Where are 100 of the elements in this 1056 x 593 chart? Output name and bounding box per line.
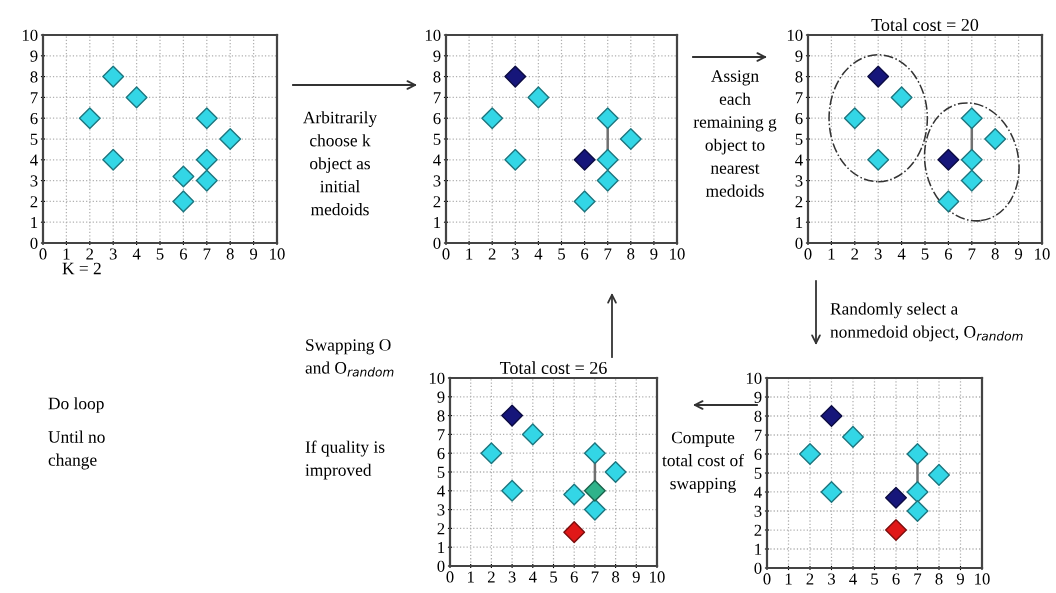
y-tick-label: 10	[787, 29, 803, 41]
point	[195, 169, 218, 192]
y-tick-label: 8	[30, 71, 38, 83]
point	[906, 481, 929, 503]
x-tick-label: 2	[86, 248, 94, 260]
y-tick-label: 9	[433, 50, 441, 62]
y-tick-label: 6	[433, 112, 441, 125]
x-tick-label: 10	[670, 248, 685, 260]
y-tick-label: 1	[438, 541, 445, 553]
y-tick-label: 5	[30, 133, 38, 145]
x-tick-label: 8	[991, 248, 999, 260]
text: Compute total cost of swapping	[662, 431, 744, 493]
y-tick-label: 6	[437, 447, 445, 460]
text: Do loop	[48, 397, 104, 413]
x-tick-label: 4	[132, 248, 141, 260]
x-tick-label: 5	[871, 573, 879, 585]
point	[984, 128, 1007, 150]
y-tick-label: 1	[755, 543, 762, 555]
y-tick-label: 7	[433, 92, 441, 104]
y-tick-label: 9	[437, 391, 445, 403]
y-tick-label: 4	[437, 485, 445, 497]
y-tick-label: 8	[795, 71, 803, 83]
x-tick-label: 1	[468, 571, 474, 583]
y-tick-label: 2	[30, 196, 38, 208]
x-tick-label: 9	[650, 248, 658, 260]
x-tick-label: 0	[446, 571, 454, 583]
text: Arbitrarily choose k object as initial medoids	[303, 111, 378, 216]
y-tick-label: 6	[795, 112, 803, 125]
x-tick-label: 7	[591, 571, 599, 583]
y-tick-label: 3	[30, 175, 38, 187]
point	[596, 148, 619, 171]
y-tick-label: 8	[754, 410, 762, 422]
y-tick-label: 5	[433, 133, 441, 145]
point	[885, 486, 907, 509]
point	[527, 86, 550, 109]
y-tick-label: 0	[433, 237, 441, 249]
y-tick-label: 8	[437, 410, 445, 422]
y-tick-label: 0	[754, 562, 762, 574]
point	[219, 128, 242, 150]
point	[928, 463, 950, 486]
y-tick-label: 5	[754, 467, 762, 479]
x-tick-label: 3	[511, 248, 519, 260]
y-tick-label: 4	[754, 486, 762, 498]
point	[563, 483, 586, 506]
y-tick-label: 5	[437, 466, 445, 478]
y-tick-label: 3	[433, 175, 441, 187]
x-tick-label: 10	[650, 571, 665, 583]
point	[890, 86, 913, 109]
point	[867, 65, 890, 88]
point	[867, 148, 890, 171]
text: Assign each remaining g object to nearest medoids	[693, 70, 777, 197]
x-tick-label: 10	[270, 248, 285, 260]
point	[195, 107, 218, 130]
y-tick-label: 0	[437, 560, 445, 572]
text: K = 2	[62, 262, 101, 275]
y-tick-label: 3	[437, 504, 445, 516]
y-tick-label: 1	[31, 216, 38, 228]
point	[583, 442, 606, 465]
y-tick-label: 1	[434, 216, 441, 228]
x-tick-label: 5	[156, 248, 164, 260]
y-tick-label: 6	[30, 112, 38, 125]
point	[799, 443, 821, 465]
chart-title: Total cost = 20	[871, 18, 979, 32]
point	[573, 190, 596, 213]
y-tick-label: 7	[754, 429, 762, 441]
point	[521, 423, 544, 446]
text: Swapping O and O$_{random}$	[305, 339, 394, 377]
x-tick-label: 5	[558, 248, 566, 260]
x-tick-label: 6	[944, 248, 953, 260]
x-tick-label: 5	[550, 571, 558, 583]
point	[843, 107, 866, 130]
x-tick-label: 1	[828, 248, 835, 260]
x-tick-label: 6	[892, 573, 900, 585]
x-tick-label: 8	[226, 248, 234, 260]
point	[604, 461, 627, 483]
y-tick-label: 5	[795, 133, 803, 145]
x-tick-label: 1	[63, 248, 70, 260]
x-tick-label: 2	[487, 571, 495, 583]
point	[583, 498, 606, 521]
point	[78, 107, 101, 130]
point	[960, 107, 983, 130]
x-tick-label: 7	[203, 248, 211, 260]
point	[596, 107, 619, 130]
point	[960, 169, 983, 192]
y-tick-label: 3	[754, 505, 762, 517]
x-tick-label: 4	[534, 248, 543, 260]
y-tick-label: 4	[795, 154, 803, 166]
y-tick-label: 1	[796, 216, 803, 228]
x-tick-label: 10	[1035, 248, 1050, 260]
point	[504, 148, 527, 171]
x-tick-label: 9	[249, 248, 258, 260]
y-tick-label: 9	[795, 50, 803, 62]
point	[885, 519, 907, 541]
y-tick-label: 9	[30, 50, 38, 62]
point	[960, 148, 983, 171]
x-tick-label: 2	[806, 573, 814, 585]
point	[481, 107, 504, 130]
point	[172, 165, 195, 188]
y-tick-label: 7	[437, 429, 445, 441]
point	[563, 521, 586, 544]
